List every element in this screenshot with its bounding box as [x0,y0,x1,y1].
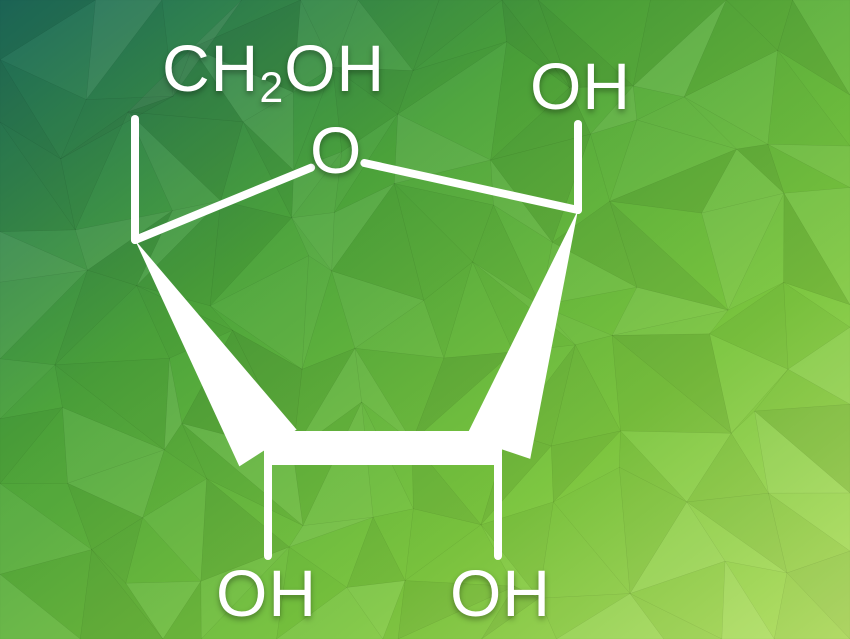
molecule-diagram: CH2OHO OH OH OH [0,0,850,639]
label-oh_top: OH [530,48,631,124]
structure [0,0,850,639]
label-o_ring: O [310,112,362,188]
label-oh_bl: OH [216,555,317,631]
label-ch2oh: CH2OH [162,30,385,106]
label-oh_br: OH [450,555,551,631]
